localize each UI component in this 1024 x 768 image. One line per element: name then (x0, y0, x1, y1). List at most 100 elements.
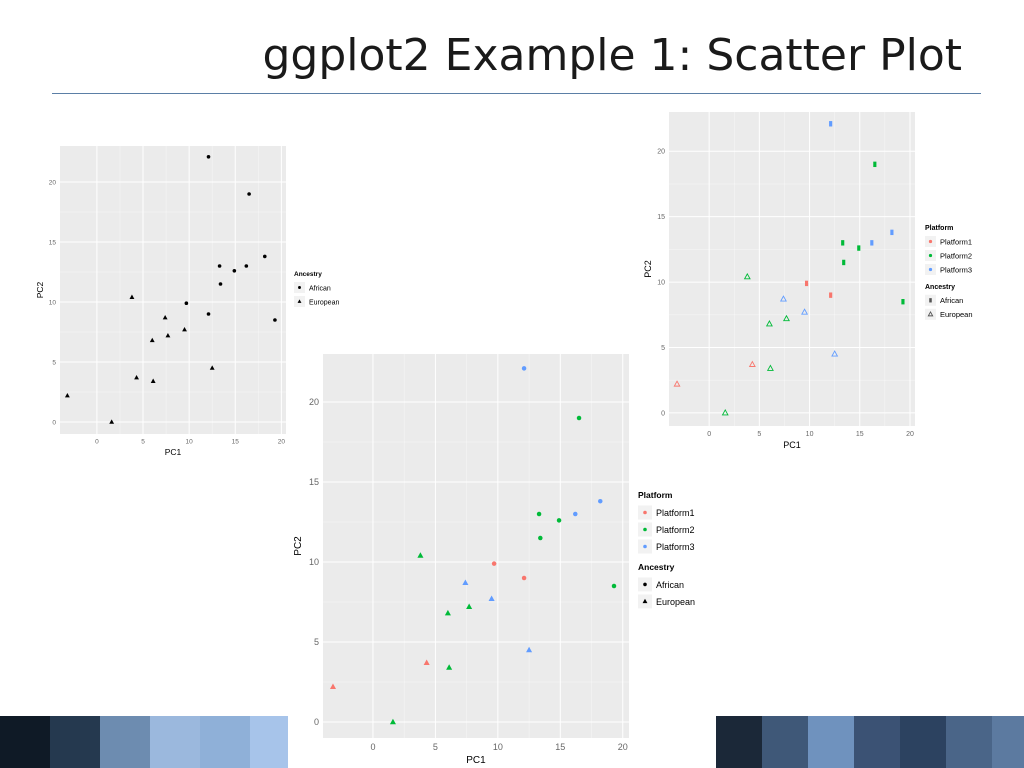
data-point (247, 192, 251, 196)
legend-title: Ancestry (294, 271, 322, 278)
data-point (748, 360, 756, 367)
data-point (573, 511, 578, 517)
data-point (232, 269, 237, 273)
legend-symbol (643, 510, 647, 515)
legend-key (925, 308, 936, 320)
legend-label: European (940, 310, 973, 319)
legend-symbol (643, 582, 647, 587)
x-tick-label: 5 (433, 742, 438, 752)
data-point (262, 254, 267, 259)
data-point (890, 229, 894, 236)
data-point (829, 292, 833, 298)
y-axis-label: PC2 (35, 281, 45, 298)
y-tick-label: 15 (309, 477, 319, 487)
legend-symbol (298, 286, 301, 289)
y-tick-label: 10 (49, 299, 57, 306)
data-point (576, 415, 582, 421)
x-tick-label: 0 (95, 439, 99, 446)
data-point (206, 312, 211, 316)
x-tick-label: 10 (186, 439, 194, 446)
data-point (389, 718, 396, 725)
data-point (842, 259, 846, 266)
x-tick-label: 20 (278, 439, 286, 446)
data-point (165, 332, 171, 338)
data-point (273, 318, 277, 322)
data-point (64, 392, 70, 398)
data-point (804, 280, 809, 287)
data-point (150, 378, 156, 383)
data-point (488, 595, 495, 601)
data-point (526, 646, 533, 653)
x-tick-label: 10 (806, 431, 814, 438)
footer-decoration-left (0, 716, 288, 768)
data-point (598, 498, 603, 504)
legend-symbol (643, 527, 647, 532)
data-point (536, 511, 542, 517)
title-divider (52, 93, 981, 94)
legend-label: African (940, 296, 963, 305)
data-point (721, 409, 729, 416)
x-axis-label: PC1 (783, 440, 801, 450)
data-point (538, 535, 543, 541)
data-point (446, 664, 453, 670)
data-point (521, 366, 527, 371)
plot-panel (60, 146, 286, 434)
data-point (782, 314, 790, 322)
data-point (444, 609, 451, 616)
data-point (218, 282, 223, 286)
y-tick-label: 15 (49, 239, 57, 246)
legend-symbol (928, 239, 933, 244)
data-point (209, 365, 215, 370)
data-point (244, 264, 249, 268)
data-point (766, 364, 774, 371)
x-tick-label: 15 (856, 431, 864, 438)
data-point (162, 314, 168, 320)
y-tick-label: 5 (314, 637, 319, 647)
y-axis-label: PC2 (293, 536, 304, 556)
legend-symbol (928, 253, 933, 258)
legend-title: Ancestry (925, 284, 955, 291)
y-tick-label: 20 (49, 179, 57, 186)
data-point (743, 272, 751, 280)
legend-label: European (309, 299, 339, 306)
data-point (765, 320, 773, 327)
legend-label: Platform2 (940, 251, 972, 260)
data-point (801, 308, 809, 315)
slide-title: ggplot2 Example 1: Scatter Plot (262, 30, 962, 81)
data-point (462, 579, 469, 585)
y-tick-label: 20 (657, 149, 665, 156)
y-tick-label: 0 (661, 410, 665, 417)
scatter-plot-color-small: 0 5 10 15 20 0 5 10 15 20 PC1 PC2 Platform Platform1 P… (643, 112, 973, 450)
legend-label: Platform2 (656, 525, 695, 535)
x-tick-label: 15 (232, 439, 240, 446)
legend-symbol (643, 544, 647, 549)
x-tick-label: 15 (555, 742, 565, 752)
data-point (423, 659, 430, 665)
legend-symbol (929, 298, 932, 303)
legend-label: African (309, 285, 331, 292)
data-point (134, 374, 139, 380)
y-tick-label: 5 (52, 359, 56, 366)
legend-title: Platform (638, 490, 673, 500)
scatter-plot-color-large: 0 5 10 15 20 0 5 10 15 20 PC1 PC2 Platform Platform1 P… (293, 354, 695, 766)
x-axis-label: PC1 (165, 447, 182, 457)
data-point (129, 294, 135, 299)
data-point (556, 518, 562, 523)
x-tick-label: 0 (707, 431, 711, 438)
data-point (870, 240, 874, 246)
legend-label: African (656, 580, 684, 590)
legend-label: European (656, 597, 695, 607)
data-point (873, 161, 877, 168)
data-point (611, 583, 617, 589)
legend-title: Platform (925, 225, 953, 232)
y-tick-label: 0 (52, 419, 56, 426)
y-axis-label: PC2 (643, 260, 653, 278)
legend-symbol (927, 310, 934, 317)
legend-symbol (642, 598, 648, 604)
data-point (673, 380, 681, 387)
y-tick-label: 0 (314, 717, 319, 727)
y-tick-label: 10 (309, 557, 319, 567)
data-point (417, 552, 424, 558)
data-point (182, 326, 187, 332)
data-point (329, 683, 337, 689)
